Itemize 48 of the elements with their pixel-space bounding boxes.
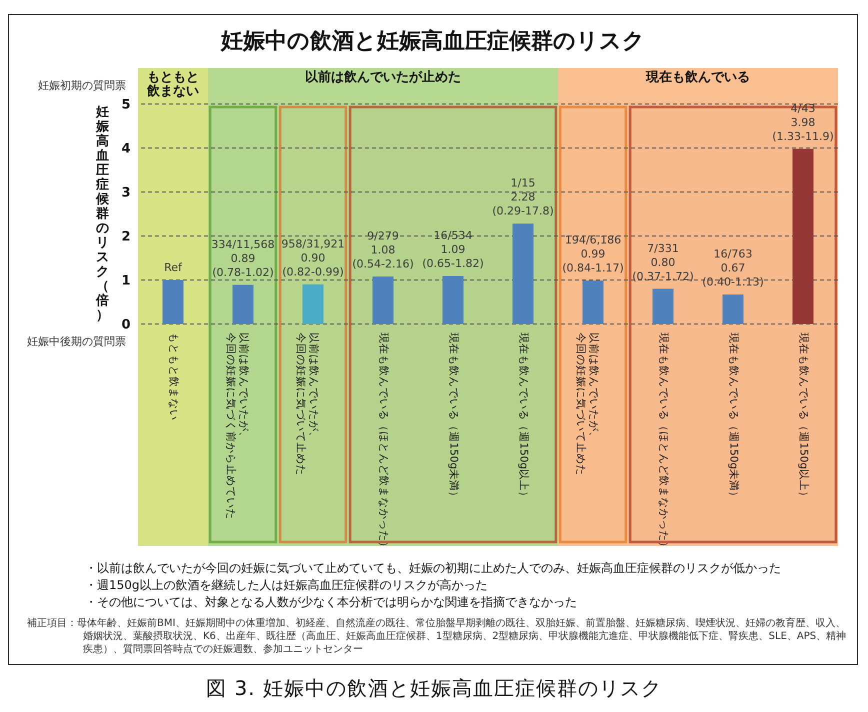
text: ・以前は飲んでいたが今回の妊娠に気づいて止めていても、妊娠の初期に止めた人でのみ、妊娠高血圧症候群のリスクが低かった — [85, 560, 782, 577]
x-tick-label: 現在も飲んでいる（ほとんど飲まなかった） — [658, 332, 670, 552]
data-label: 1/15 2.28 (0.29-17.8) — [492, 176, 554, 218]
x-tick-label: 現在も飲んでいる（週150g以上） — [798, 332, 810, 502]
data-label: 194/6,186 0.99 (0.84-1.17) — [562, 233, 624, 274]
x-tick-label: 現在も飲んでいる（週150g以上） — [518, 332, 530, 502]
chart-title: 妊娠中の飲酒と妊娠高血圧症候群のリスク — [220, 28, 646, 56]
band-label: もともと飲まない — [146, 70, 199, 99]
x-tick-label: 現在も飲んでいる（ほとんど飲まなかった） — [378, 332, 390, 552]
bar — [582, 280, 604, 324]
x-tick-label: 以前は飲んでいたが、今回の妊娠に気づいて止めた — [294, 332, 320, 476]
x-tick-label: もともと飲まない — [168, 332, 180, 420]
text: 妊娠中後期の質問票 — [27, 335, 126, 348]
y-tick-label: 4 — [121, 142, 130, 156]
text: ・その他については、対象となる人数が少なく本分析では明らかな関連を指摘できなかった — [85, 594, 578, 611]
data-label: 334/11,568 0.89 (0.78-1.02) — [211, 238, 275, 279]
x-tick-label: 現在も飲んでいる（週150g未満） — [728, 332, 740, 502]
y-tick-label: 0 — [121, 318, 130, 332]
bar — [372, 276, 394, 324]
y-tick-label: 2 — [121, 230, 130, 244]
text: 妊娠初期の質問票 — [38, 79, 126, 92]
bar — [442, 276, 464, 324]
bar — [792, 148, 814, 324]
x-tick-label: 以前は飲んでいたが、今回の妊娠に気づいて止めた — [574, 332, 600, 476]
y-tick-label: 1 — [121, 274, 130, 288]
bar — [652, 288, 674, 324]
data-label: 7/331 0.80 (0.37-1.72) — [632, 242, 694, 283]
x-tick-label: 以前は飲んでいたが、今回の妊娠に気づく前から止めていた — [224, 332, 250, 520]
data-label: 4/43 3.98 (1.33-11.9) — [772, 102, 834, 143]
data-label: 16/534 1.09 (0.65-1.82) — [422, 229, 484, 270]
data-label: 9/279 1.08 (0.54-2.16) — [352, 229, 414, 270]
band-label: 以前は飲んでいたが止めた — [305, 70, 461, 85]
data-label: Ref — [164, 261, 184, 274]
bar — [162, 280, 184, 324]
text: ・週150g以上の飲酒を継続した人は妊娠高血圧症候群のリスクが高かった — [85, 577, 489, 594]
bar — [232, 284, 254, 324]
text: 補正項目：母体年齢、妊娠前BMI、妊娠期間中の体重増加、初経産、自然流産の既往、常位胎盤早期剥離の既往、双胎妊娠、前置胎盤、妊娠糖尿病、喫煙状況、妊婦の教育歴、収入、婚姻状況、葉酸摂取状況、K6、出産年、既往歴（高血圧、妊娠高血圧症候群、1型糖尿病、2型糖尿病、甲状腺機能亢進症、甲状腺機能低下症、腎疾患、SLE、APS、精神疾患）、質問票回答時点での妊娠週数、参加ユニットセンター — [27, 617, 847, 656]
text: 妊娠高血圧症候群のリスク（倍） — [96, 104, 109, 323]
y-tick-label: 5 — [121, 98, 130, 112]
band-label: 現在も飲んでいる — [645, 70, 750, 85]
x-tick-label: 現在も飲んでいる（週150g未満） — [448, 332, 460, 502]
data-label: 16/763 0.67 (0.40-1.13) — [702, 248, 764, 289]
y-tick-label: 3 — [121, 186, 130, 200]
bar — [722, 294, 744, 324]
data-label: 958/31,921 0.90 (0.82-0.99) — [281, 237, 345, 278]
bar — [512, 224, 534, 324]
bar — [302, 284, 324, 324]
caption: 図 3. 妊娠中の飲酒と妊娠高血圧症候群のリスク — [205, 675, 663, 702]
